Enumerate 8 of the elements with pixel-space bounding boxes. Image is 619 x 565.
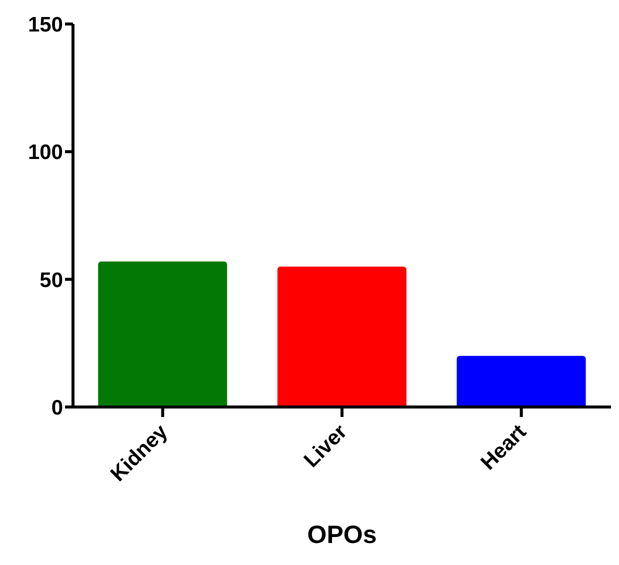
bar: [277, 266, 406, 407]
y-tick-label: 0: [51, 396, 63, 420]
x-axis-title: OPOs: [307, 521, 377, 549]
y-tick-label: 150: [28, 13, 63, 36]
bar: [98, 261, 228, 407]
y-tick-label: 50: [40, 268, 63, 292]
bar: [456, 356, 586, 407]
y-tick-label: 100: [28, 141, 63, 164]
